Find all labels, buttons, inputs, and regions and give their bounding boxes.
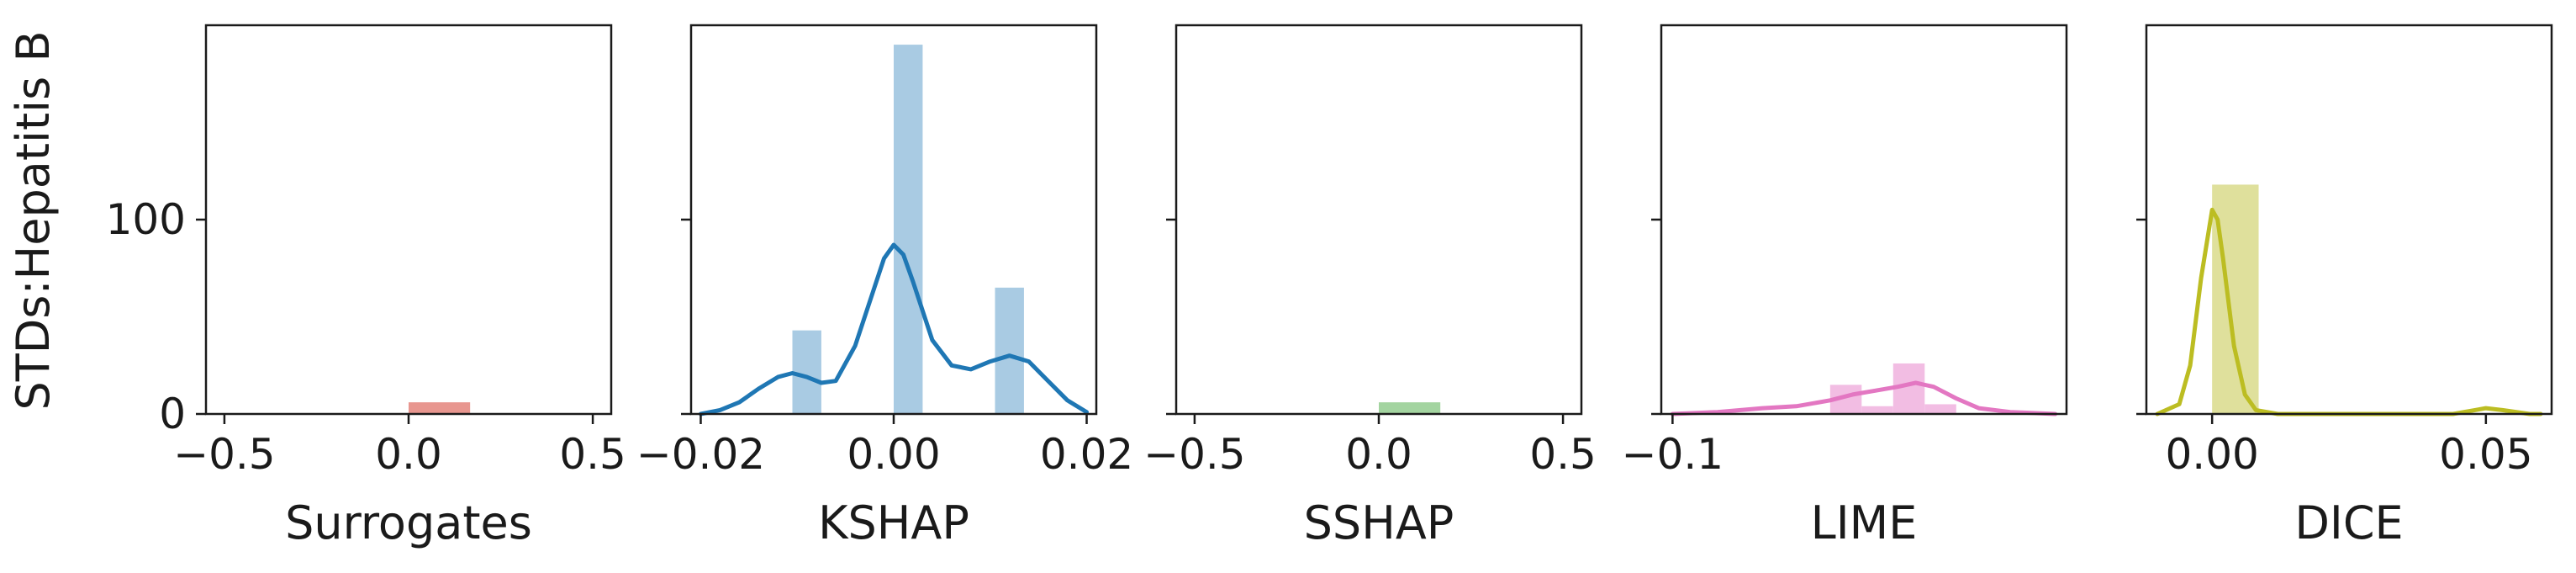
sshap-xtick-label-0: −0.5	[1143, 430, 1245, 479]
surrogates-axes-frame	[204, 24, 613, 416]
panel-sshap: −0.5 0.0 0.5 SSHAP	[1143, 24, 1597, 549]
sshap-xlabel: SSHAP	[1304, 496, 1454, 549]
dice-kde-line	[2155, 207, 2543, 416]
sshap-axes-frame	[1175, 24, 1583, 416]
kshap-kde-line	[699, 242, 1089, 416]
sshap-bar-0	[1379, 402, 1441, 414]
surrogates-ytick-label-1: 100	[106, 195, 186, 244]
panel-kshap: −0.02 0.00 0.02 KSHAP	[636, 24, 1133, 549]
lime-bar-1	[1861, 406, 1893, 414]
surrogates-bar-0	[409, 402, 471, 414]
lime-bar-3	[1924, 404, 1956, 414]
figure-ylabel: STDs:Hepatitis B	[7, 30, 60, 410]
kshap-xtick-label-1: 0.00	[847, 430, 940, 479]
dice-axes-frame	[2145, 24, 2553, 416]
lime-kde-line	[1670, 380, 2058, 416]
dice-xlabel: DICE	[2294, 496, 2403, 549]
kshap-xtick-label-0: −0.02	[636, 430, 765, 479]
histogram-panels: −0.5 0.0 0.5 0 100 Surrogates −0.02 0.00 0.02 KSH…	[106, 24, 2553, 549]
kshap-bar-2	[995, 287, 1024, 414]
sshap-xtick-label-2: 0.5	[1529, 430, 1597, 479]
lime-xlabel: LIME	[1811, 496, 1918, 549]
dice-xtick-label-0: 0.00	[2165, 430, 2258, 479]
surrogates-xlabel: Surrogates	[285, 496, 532, 549]
lime-axes-frame	[1660, 24, 2068, 416]
panel-lime: −0.1 LIME	[1622, 24, 2068, 549]
panel-surrogates: −0.5 0.0 0.5 0 100 Surrogates	[106, 24, 626, 549]
kshap-xlabel: KSHAP	[818, 496, 969, 549]
surrogates-xtick-label-1: 0.0	[375, 430, 442, 479]
kshap-xtick-label-2: 0.02	[1040, 430, 1133, 479]
surrogates-xtick-label-0: −0.5	[173, 430, 275, 479]
lime-xtick-label-0: −0.1	[1622, 430, 1723, 479]
kshap-bar-1	[894, 45, 923, 414]
surrogates-xtick-label-2: 0.5	[559, 430, 626, 479]
panel-dice: 0.00 0.05 DICE	[2136, 24, 2553, 549]
surrogates-ytick-label-0: 0	[159, 390, 186, 438]
kshap-bar-0	[792, 330, 821, 414]
sshap-xtick-label-1: 0.0	[1345, 430, 1412, 479]
dice-xtick-label-1: 0.05	[2439, 430, 2532, 479]
